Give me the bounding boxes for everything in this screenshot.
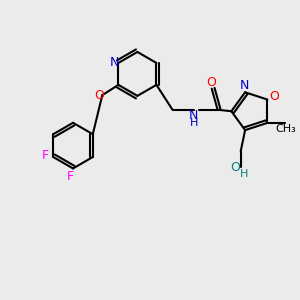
Text: O: O (206, 76, 216, 89)
Text: CH₃: CH₃ (275, 124, 296, 134)
Text: H: H (189, 118, 198, 128)
Text: O: O (230, 161, 240, 174)
Text: N: N (110, 56, 120, 69)
Text: O: O (269, 90, 279, 103)
Text: F: F (67, 170, 74, 183)
Text: O: O (94, 88, 104, 102)
Text: N: N (189, 109, 198, 122)
Text: N: N (240, 80, 249, 92)
Text: F: F (41, 149, 49, 162)
Text: H: H (240, 169, 248, 179)
